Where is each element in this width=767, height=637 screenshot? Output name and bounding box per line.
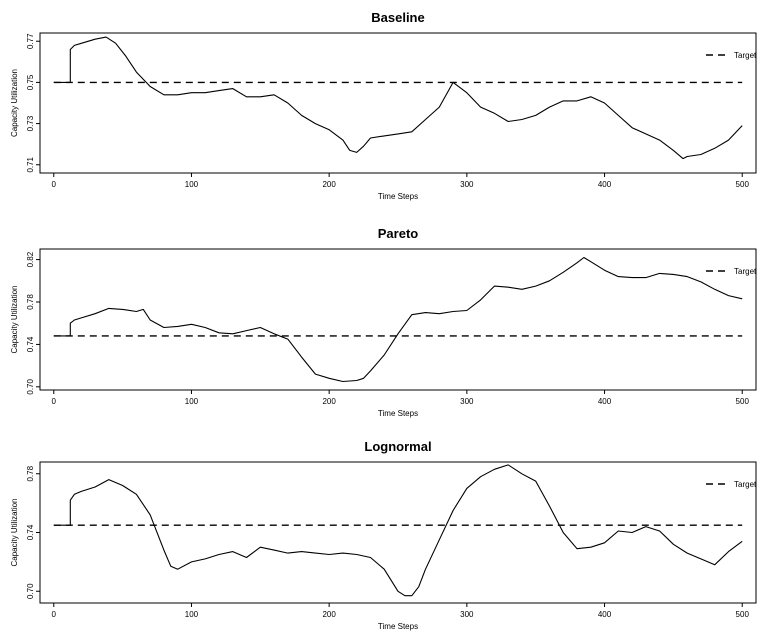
utilization-line bbox=[53, 256, 743, 383]
legend-label-target: Target bbox=[734, 480, 757, 489]
y-tick-label: 0.75 bbox=[26, 74, 35, 90]
x-axis-label: Time Steps bbox=[378, 192, 418, 201]
y-tick-label: 0.82 bbox=[26, 251, 35, 267]
y-tick-label: 0.70 bbox=[26, 583, 35, 599]
legend: Target bbox=[706, 480, 757, 489]
x-tick-label: 400 bbox=[598, 180, 612, 189]
y-tick-label: 0.74 bbox=[26, 524, 35, 540]
plot-frame bbox=[39, 248, 757, 391]
utilization-line bbox=[53, 36, 743, 160]
legend: Target bbox=[706, 267, 757, 276]
x-tick-label: 100 bbox=[185, 610, 199, 619]
chart-title: Baseline bbox=[371, 10, 424, 25]
x-axis-label: Time Steps bbox=[378, 409, 418, 418]
x-tick-label: 100 bbox=[185, 180, 199, 189]
x-tick-label: 200 bbox=[322, 610, 336, 619]
x-tick-label: 300 bbox=[460, 610, 474, 619]
panel-baseline: Baseline 0 100 200 300 400 500 Time Steps 0.71 0.… bbox=[10, 10, 757, 201]
x-tick-label: 0 bbox=[52, 180, 57, 189]
panel-lognormal: Lognormal 0 100 200 300 400 500 Time Steps 0.70 0… bbox=[10, 439, 757, 631]
x-tick-label: 0 bbox=[52, 610, 57, 619]
x-tick-label: 500 bbox=[736, 397, 750, 406]
x-tick-label: 300 bbox=[460, 397, 474, 406]
y-tick-label: 0.70 bbox=[26, 378, 35, 394]
plot-frame bbox=[39, 461, 757, 604]
chart-title: Lognormal bbox=[364, 439, 431, 454]
chart-title: Pareto bbox=[378, 226, 419, 241]
x-tick-label: 400 bbox=[598, 610, 612, 619]
x-tick-label: 400 bbox=[598, 397, 612, 406]
y-tick-label: 0.71 bbox=[26, 156, 35, 172]
x-tick-label: 300 bbox=[460, 180, 474, 189]
y-axis-label: Capacity Utilization bbox=[10, 285, 19, 353]
x-axis-label: Time Steps bbox=[378, 622, 418, 631]
y-tick-label: 0.73 bbox=[26, 115, 35, 131]
legend-label-target: Target bbox=[734, 51, 757, 60]
y-tick-label: 0.77 bbox=[26, 33, 35, 49]
x-tick-label: 100 bbox=[185, 397, 199, 406]
y-axis-label: Capacity Utilization bbox=[10, 498, 19, 566]
x-tick-label: 500 bbox=[736, 180, 750, 189]
x-tick-label: 0 bbox=[52, 397, 57, 406]
y-tick-label: 0.74 bbox=[26, 336, 35, 352]
x-tick-label: 200 bbox=[322, 180, 336, 189]
legend: Target bbox=[706, 51, 757, 60]
utilization-line bbox=[53, 464, 743, 597]
legend-label-target: Target bbox=[734, 267, 757, 276]
y-tick-label: 0.78 bbox=[26, 294, 35, 310]
x-tick-label: 500 bbox=[736, 610, 750, 619]
x-tick-label: 200 bbox=[322, 397, 336, 406]
plot-frame bbox=[39, 32, 757, 174]
y-tick-label: 0.78 bbox=[26, 465, 35, 481]
panel-pareto: Pareto 0 100 200 300 400 500 Time Steps 0.70 0.74… bbox=[10, 226, 757, 418]
y-axis-label: Capacity Utilization bbox=[10, 69, 19, 137]
